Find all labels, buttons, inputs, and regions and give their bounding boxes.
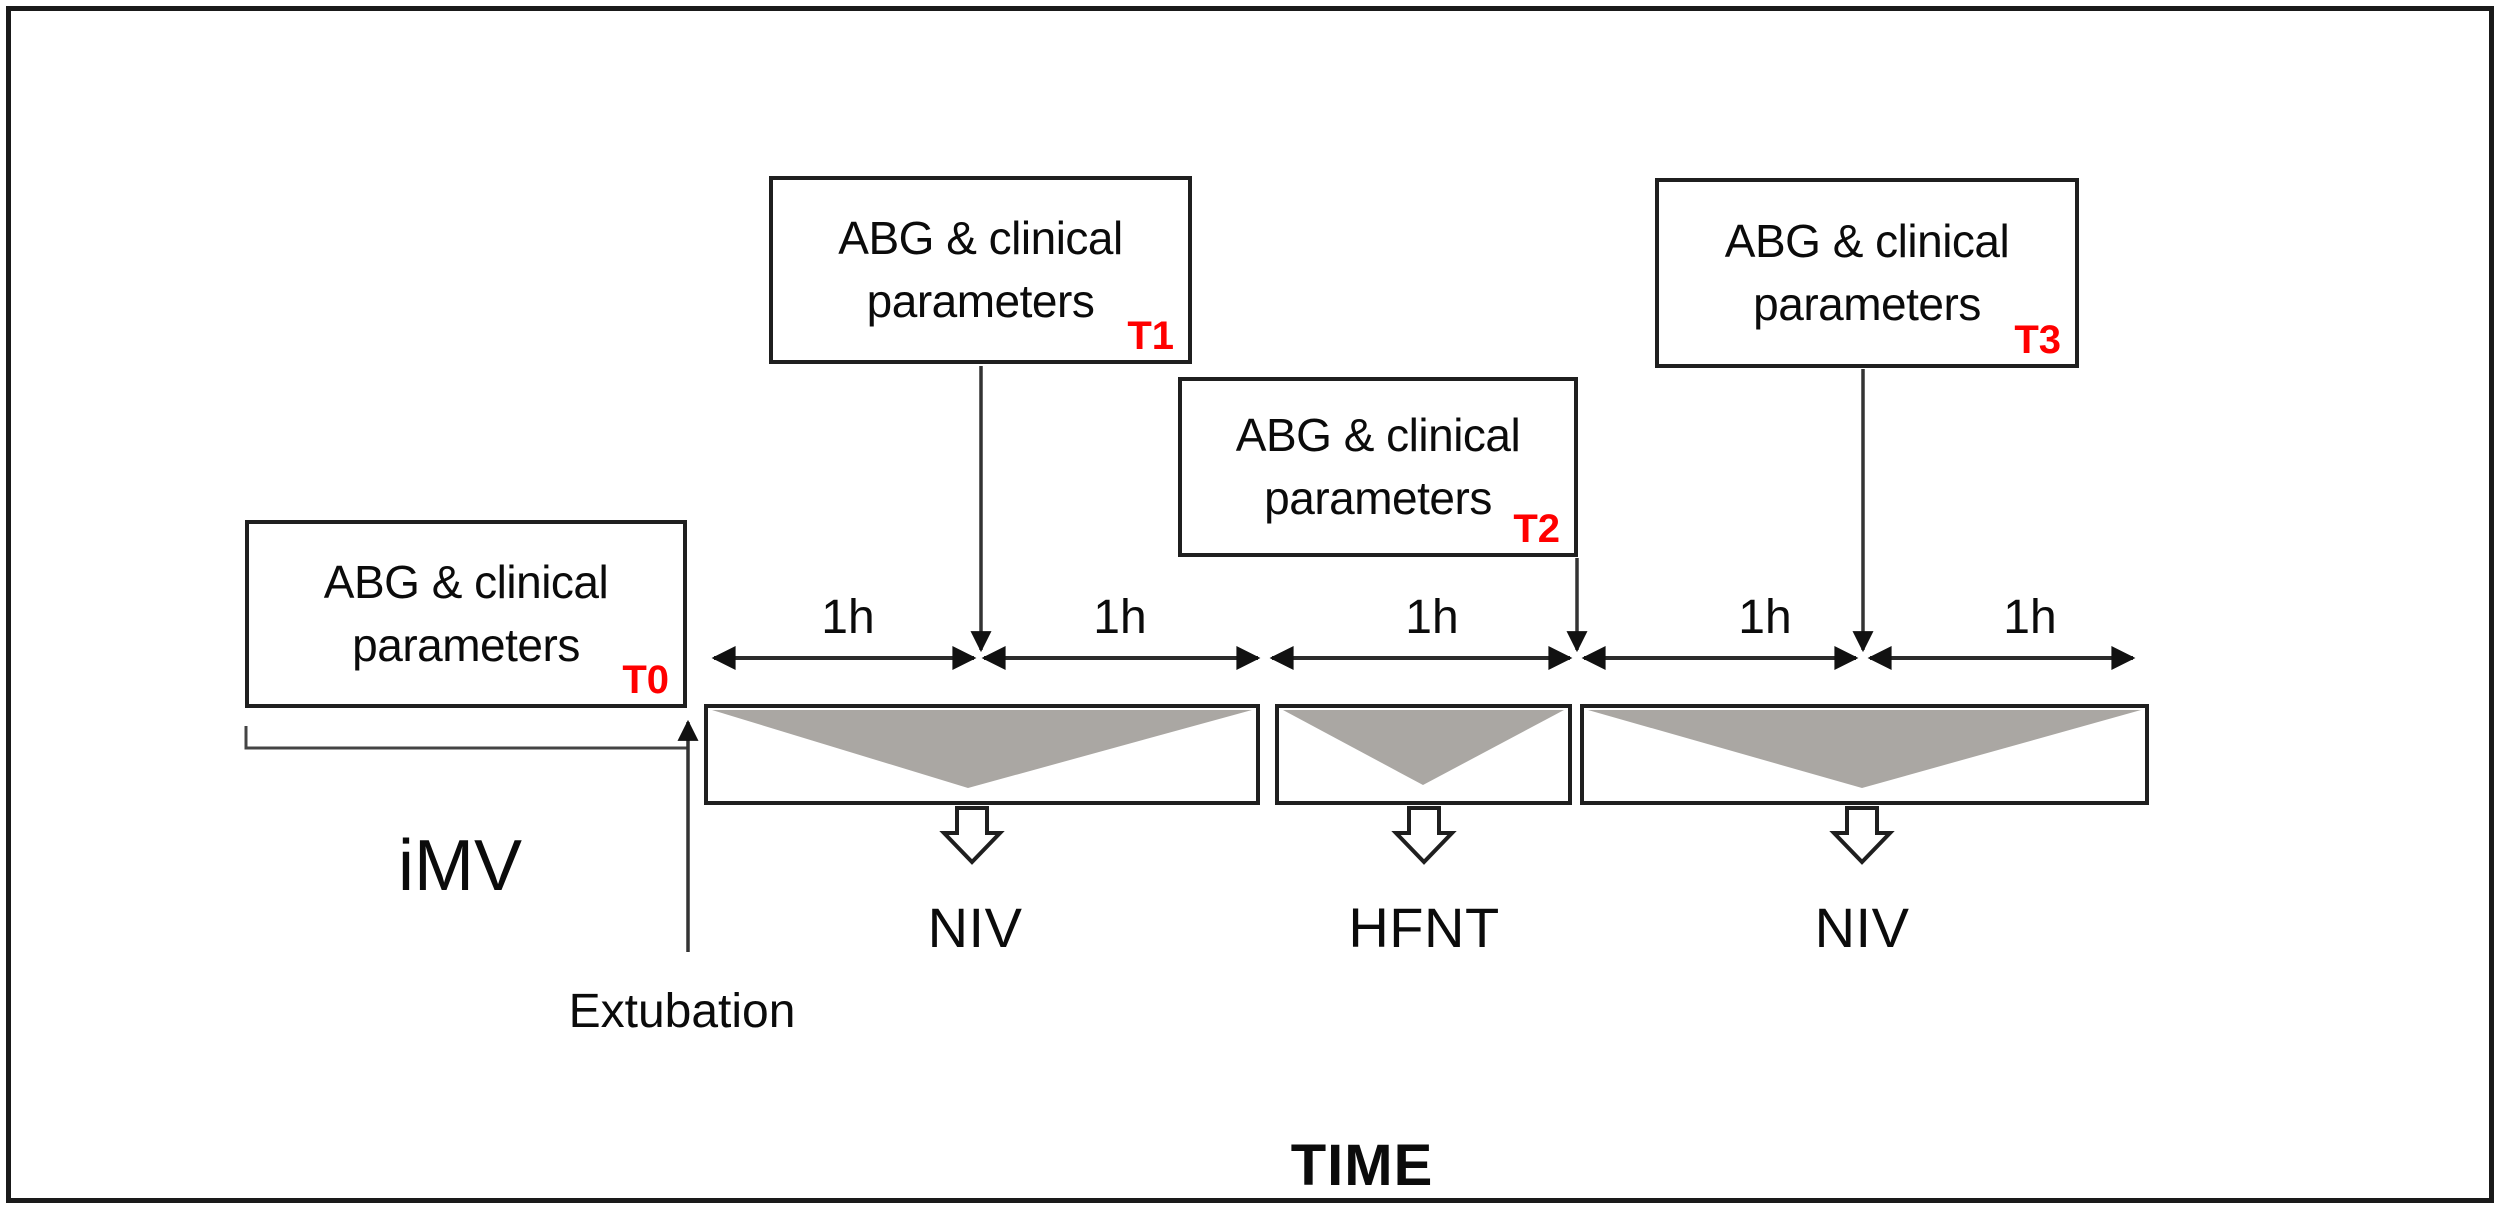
phase-label-niv-2: NIV xyxy=(1814,896,1910,959)
assessment-line2: parameters xyxy=(866,275,1095,327)
down-block-arrow-niv-1 xyxy=(939,806,1005,865)
assessment-box-t2: ABG & clinical parameters T2 xyxy=(1178,377,1578,557)
down-block-arrow-niv-2 xyxy=(1829,806,1895,865)
interval-label-3: 1h xyxy=(1405,591,1459,644)
assessment-line2: parameters xyxy=(1264,472,1492,524)
wean-triangle-niv-2 xyxy=(1588,710,2141,788)
assessment-line2: parameters xyxy=(1753,278,1981,330)
assessment-box-t1-text: ABG & clinical parameters xyxy=(838,207,1123,332)
assessment-line2: parameters xyxy=(352,619,580,671)
assessment-box-t0: ABG & clinical parameters T0 xyxy=(245,520,687,708)
assessment-box-t1: ABG & clinical parameters T1 xyxy=(769,176,1192,364)
imv-label: iMV xyxy=(398,826,522,906)
timepoint-label-t0: T0 xyxy=(622,658,669,702)
assessment-box-t2-text: ABG & clinical parameters xyxy=(1235,404,1521,529)
down-block-arrow-hfnt xyxy=(1391,806,1457,865)
phase-label-niv-1: NIV xyxy=(927,896,1023,959)
imv-bracket xyxy=(244,726,687,750)
assessment-line1: ABG & clinical xyxy=(323,556,609,609)
timepoint-label-t3: T3 xyxy=(2014,318,2061,362)
time-axis-label: TIME xyxy=(1290,1133,1434,1198)
interval-label-1: 1h xyxy=(821,591,875,644)
assessment-line1: ABG & clinical xyxy=(838,212,1123,265)
assessment-box-t0-text: ABG & clinical parameters xyxy=(323,551,609,676)
assessment-line1: ABG & clinical xyxy=(1235,409,1521,462)
extubation-label: Extubation xyxy=(568,985,796,1038)
assessment-box-t3: ABG & clinical parameters T3 xyxy=(1655,178,2079,368)
interval-label-2: 1h xyxy=(1093,591,1147,644)
wean-triangle-hfnt xyxy=(1283,710,1564,785)
timepoint-label-t1: T1 xyxy=(1127,314,1174,358)
phase-label-hfnt: HFNT xyxy=(1348,896,1500,959)
assessment-line1: ABG & clinical xyxy=(1724,215,2010,268)
assessment-box-t3-text: ABG & clinical parameters xyxy=(1724,210,2010,335)
wean-triangle-niv-1 xyxy=(712,710,1252,788)
interval-label-4: 1h xyxy=(1738,591,1792,644)
interval-label-5: 1h xyxy=(2003,591,2057,644)
timepoint-label-t2: T2 xyxy=(1513,507,1560,551)
